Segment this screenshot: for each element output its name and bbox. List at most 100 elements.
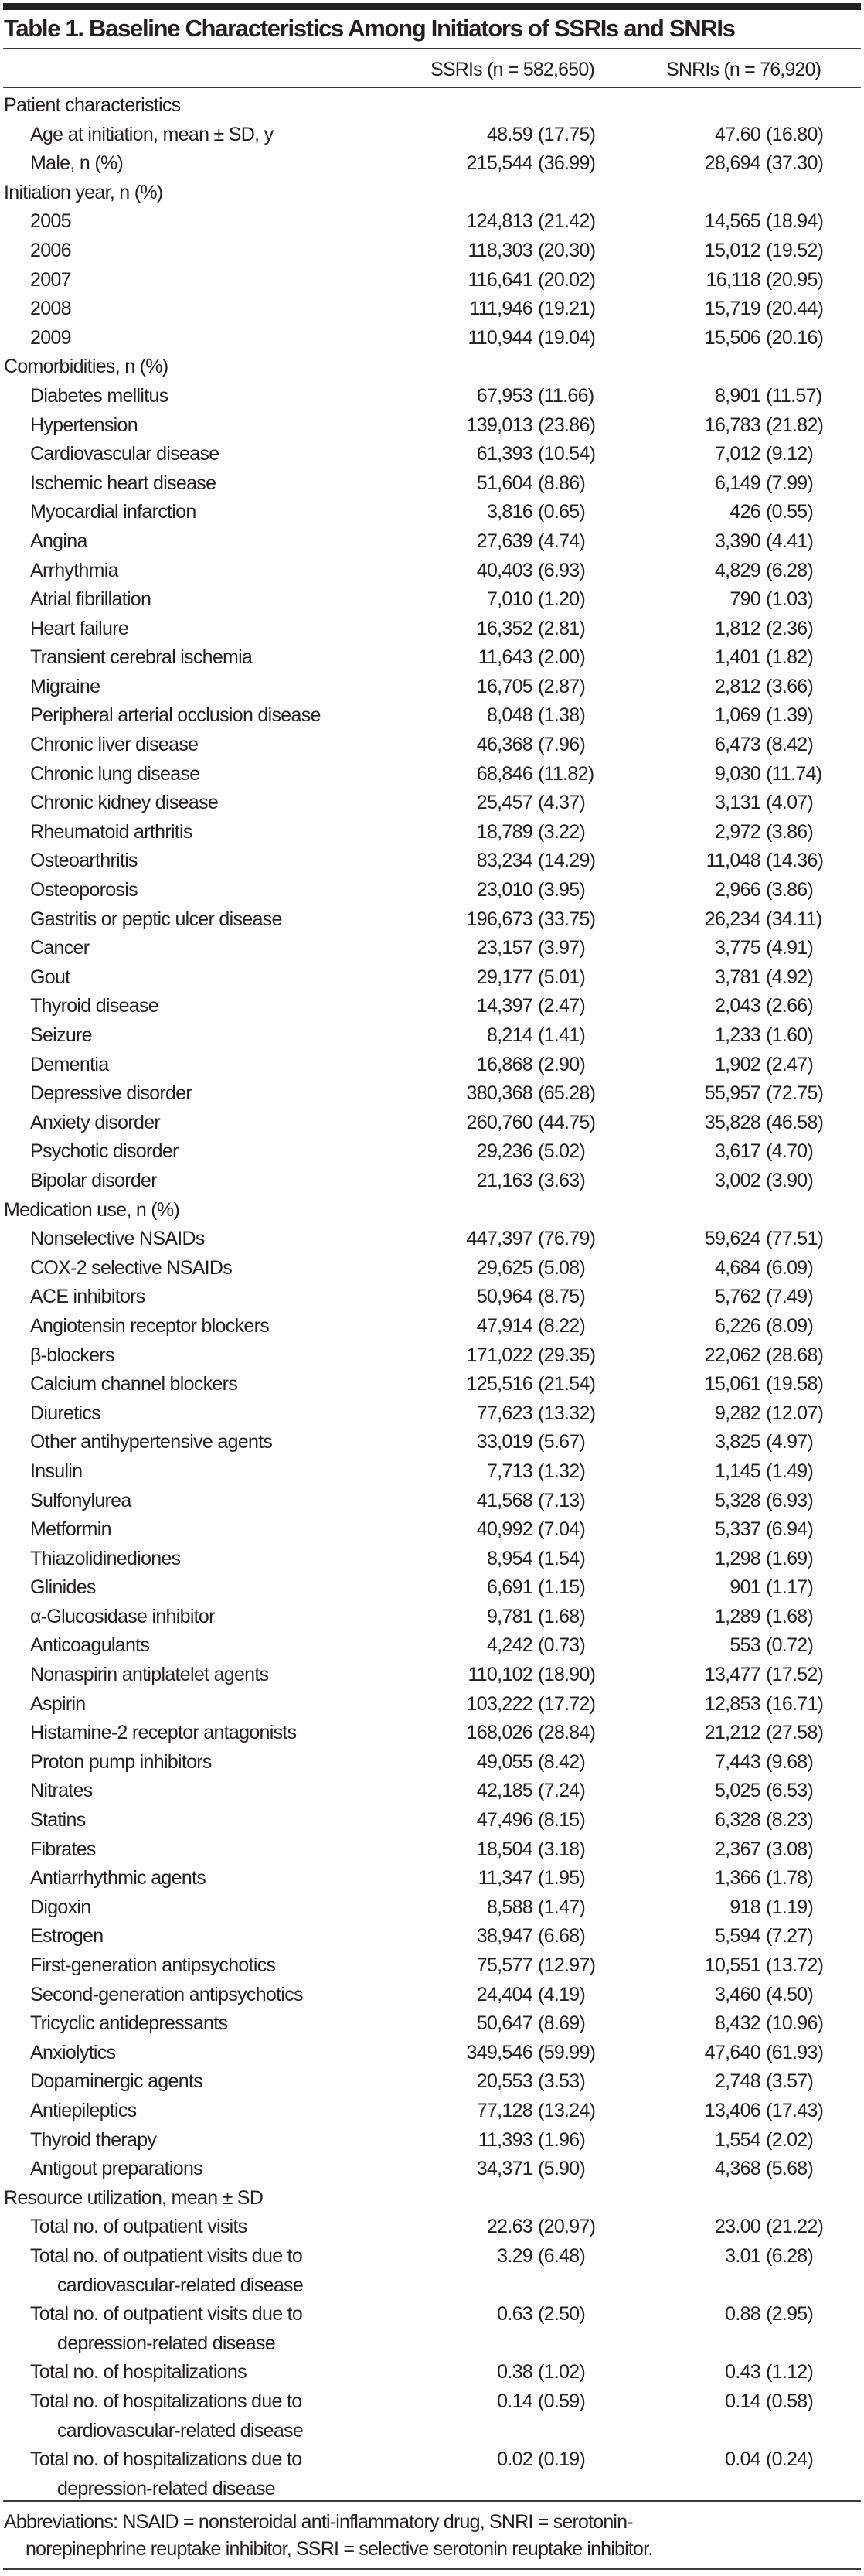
ssri-value: 103,222 xyxy=(466,1692,533,1715)
row-label: Arrhythmia xyxy=(30,559,119,581)
ssri-value: 18,504 xyxy=(476,1838,533,1860)
ssri-value: 29,625 xyxy=(476,1256,533,1279)
snri-value: 11,048 xyxy=(706,850,761,872)
ssri-percent: (20.97) xyxy=(538,2216,596,2238)
snri-value: 10,551 xyxy=(704,1954,761,1976)
ssri-percent: (76.79) xyxy=(538,1228,596,1250)
row-label: α-Glucosidase inhibitor xyxy=(30,1605,215,1627)
row-label: Angiotensin receptor blockers xyxy=(30,1314,270,1337)
ssri-percent: (0.19) xyxy=(538,2448,586,2471)
ssri-percent: (1.47) xyxy=(538,1896,586,1918)
snri-value: 2,812 xyxy=(714,675,761,697)
ssri-percent: (1.32) xyxy=(538,1460,586,1482)
table-row: Depressive disorder 380,368 (65.28) 55,957(… xyxy=(0,1079,864,1109)
row-label: Rheumatoid arthritis xyxy=(30,820,192,843)
table-row: Anxiolytics 349,546 (59.99) 47,640 (61.93) xyxy=(0,2039,864,2068)
row-label: Digoxin xyxy=(30,1896,91,1918)
ssri-value: 18,789 xyxy=(476,820,533,843)
ssri-value: 8,214 xyxy=(486,1024,533,1046)
row-label: Chronic kidney disease xyxy=(30,792,219,814)
ssri-percent: (36.99) xyxy=(538,152,596,175)
row-label: Glinides xyxy=(30,1576,96,1599)
snri-value: 1,401 xyxy=(714,646,761,669)
table-row: Sulfonylurea 41,568 (7.13) 5,328 (6.93) xyxy=(0,1487,864,1516)
snri-value: 13,477 xyxy=(704,1664,761,1686)
ssri-percent: (4.19) xyxy=(538,1983,586,2005)
snri-value: 26,234 xyxy=(704,908,761,930)
snri-percent: (21.82) xyxy=(766,414,824,436)
table-row: Male, n (%) 215,544 (36.99) 28,694 (37.30) xyxy=(0,149,864,179)
row-label: Antiepileptics xyxy=(30,2099,137,2121)
ssri-percent: (29.35) xyxy=(538,1344,596,1366)
snri-value: 12,853 xyxy=(704,1692,761,1715)
snri-value: 0.88 xyxy=(725,2303,761,2326)
snri-percent: (14.36) xyxy=(766,850,824,872)
section-label: Initiation year, n (%) xyxy=(4,181,163,203)
snri-value: 9,030 xyxy=(714,762,761,785)
table-row: Psychotic disorder 29,236 (5.02) 3,617 (4.70… xyxy=(0,1137,864,1167)
row-label: Osteoarthritis xyxy=(30,850,138,872)
row-label: 2005 xyxy=(30,210,72,233)
table-row: 2005 124,813 (21.42) 14,565 (18.94) xyxy=(0,207,864,237)
snri-percent: (19.52) xyxy=(766,239,824,261)
ssri-percent: (1.68) xyxy=(538,1605,586,1627)
table-row: Angiotensin receptor blockers 47,914 (8.22… xyxy=(0,1312,864,1341)
table-row: Hypertension 139,013 (23.86) 16,783 (21.82) xyxy=(0,411,864,441)
snri-percent: (1.78) xyxy=(766,1867,814,1889)
column-header-snri: SNRIs (n = 76,920) xyxy=(666,59,821,80)
snri-percent: (16.80) xyxy=(766,123,824,145)
row-label: Metformin xyxy=(30,1518,112,1541)
ssri-value: 260,760 xyxy=(466,1111,533,1133)
table-row: Transient cerebral ischemia 11,643 (2.00) 1… xyxy=(0,643,864,673)
ssri-percent: (33.75) xyxy=(538,908,596,930)
snri-value: 5,762 xyxy=(714,1286,761,1308)
title-rule xyxy=(3,48,861,49)
row-label: β-blockers xyxy=(30,1344,114,1366)
ssri-value: 7,713 xyxy=(486,1460,533,1482)
ssri-percent: (1.20) xyxy=(538,588,586,611)
snri-value: 3,460 xyxy=(714,1983,761,2005)
section-label: Resource utilization, mean ± SD xyxy=(4,2186,264,2209)
ssri-value: 47,496 xyxy=(476,1809,533,1831)
snri-percent: (11.57) xyxy=(766,384,822,407)
row-label: Cardiovascular disease xyxy=(30,443,219,465)
table-row: Osteoporosis 23,010 (3.95) 2,966 (3.86) xyxy=(0,876,864,905)
ssri-value: 447,397 xyxy=(466,1228,533,1250)
snri-percent: (9.68) xyxy=(766,1750,814,1773)
table-row: Rheumatoid arthritis 18,789 (3.22) 2,972 (3.… xyxy=(0,818,864,847)
row-label: Fibrates xyxy=(30,1838,96,1860)
snri-percent: (3.66) xyxy=(766,675,814,697)
ssri-percent: (3.95) xyxy=(538,879,586,901)
snri-percent: (16.71) xyxy=(766,1692,824,1715)
snri-percent: (20.16) xyxy=(766,326,824,349)
ssri-value: 171,022 xyxy=(466,1344,533,1366)
ssri-value: 38,947 xyxy=(476,1925,533,1947)
table-row: Chronic lung disease 68,846 (11.82) 9,030 (1… xyxy=(0,760,864,789)
snri-percent: (46.58) xyxy=(766,1111,824,1133)
ssri-percent: (17.72) xyxy=(538,1692,596,1715)
snri-percent: (4.41) xyxy=(766,530,814,552)
table-row: α-Glucosidase inhibitor 9,781 (1.68) 1,289(… xyxy=(0,1603,864,1632)
ssri-percent: (28.84) xyxy=(538,1722,596,1744)
snri-value: 790 xyxy=(730,588,760,611)
snri-value: 55,957 xyxy=(704,1082,761,1105)
table-row: Total no. of outpatient visits 22.63 (20.9… xyxy=(0,2213,864,2242)
row-label: Myocardial infarction xyxy=(30,501,196,523)
table-row: Estrogen 38,947 (6.68) 5,594 (7.27) xyxy=(0,1922,864,1951)
snri-percent: (77.51) xyxy=(766,1228,824,1250)
ssri-percent: (1.02) xyxy=(538,2361,586,2383)
ssri-percent: (3.63) xyxy=(538,1169,586,1191)
ssri-value: 48.59 xyxy=(486,123,533,145)
ssri-percent: (8.15) xyxy=(538,1809,586,1831)
table-row: 2008 111,946 (19.21) 15,719 (20.44) xyxy=(0,295,864,324)
ssri-percent: (1.96) xyxy=(538,2128,586,2151)
row-label: 2008 xyxy=(30,298,72,320)
snri-percent: (6.28) xyxy=(766,2244,814,2267)
snri-percent: (13.72) xyxy=(766,1954,824,1976)
row-label: Peripheral arterial occlusion disease xyxy=(30,704,321,727)
snri-percent: (1.19) xyxy=(766,1896,814,1918)
ssri-percent: (10.54) xyxy=(538,443,596,465)
ssri-value: 47,914 xyxy=(476,1314,533,1337)
ssri-percent: (2.87) xyxy=(538,675,586,697)
snri-value: 8,901 xyxy=(714,384,761,407)
